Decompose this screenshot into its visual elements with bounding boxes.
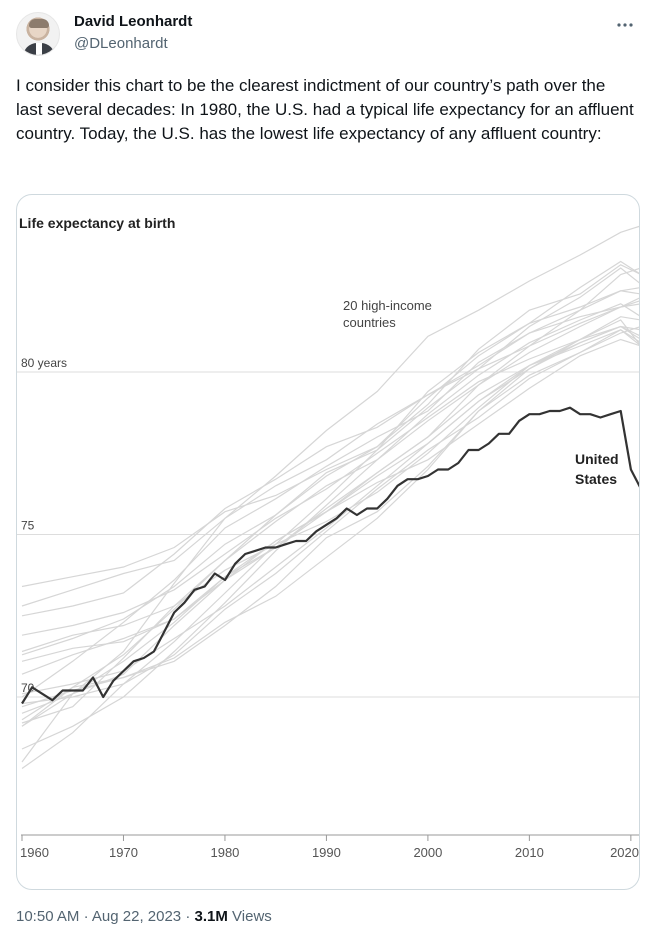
- y-tick-label: 75: [21, 519, 35, 533]
- x-tick-label: 1970: [109, 845, 138, 860]
- us-annotation-line2: States: [575, 471, 617, 487]
- x-tick-label: 1960: [20, 845, 49, 860]
- peer-country-line: [21, 316, 639, 636]
- x-tick-label: 1980: [210, 845, 239, 860]
- peer-country-line: [21, 329, 639, 727]
- peer-country-line: [21, 303, 639, 750]
- tweet-date[interactable]: Aug 22, 2023: [91, 908, 182, 925]
- peer-country-line: [21, 225, 639, 763]
- meta-separator: ·: [83, 908, 89, 925]
- peer-annotation-line1: 20 high-income: [343, 298, 432, 313]
- more-horizontal-icon[interactable]: [614, 14, 636, 36]
- peer-country-line: [21, 326, 639, 705]
- tweet-text: I consider this chart to be the clearest…: [16, 76, 634, 143]
- peer-country-line: [21, 297, 639, 607]
- peer-country-line: [21, 325, 639, 695]
- peer-country-line: [21, 260, 639, 724]
- chart-title: Life expectancy at birth: [19, 215, 175, 231]
- meta-separator: ·: [185, 908, 191, 925]
- x-tick-label: 2010: [515, 845, 544, 860]
- peer-country-line: [21, 287, 639, 617]
- peer-country-line: [21, 303, 639, 698]
- peer-country-line: [21, 319, 639, 708]
- tweet-meta: 10:50 AM · Aug 22, 2023 · 3.1M Views: [16, 908, 272, 925]
- us-annotation-line1: United: [575, 451, 619, 467]
- tweet-time[interactable]: 10:50 AM: [16, 908, 80, 925]
- peer-country-line: [21, 290, 639, 588]
- x-tick-label: 1990: [312, 845, 341, 860]
- avatar[interactable]: [16, 12, 60, 56]
- peer-annotation-line2: countries: [343, 315, 396, 330]
- peer-country-line: [21, 268, 639, 727]
- peer-country-line: [21, 329, 639, 721]
- chart-image[interactable]: Life expectancy at birth 70 75 80 years 19…: [16, 194, 640, 890]
- views-label: Views: [232, 908, 272, 925]
- y-tick-label: 80 years: [21, 356, 67, 370]
- peer-country-line: [21, 264, 639, 656]
- peer-country-line: [21, 267, 639, 769]
- peer-country-line: [21, 338, 639, 714]
- tweet-header: David Leonhardt @DLeonhardt: [16, 12, 636, 60]
- author-handle[interactable]: @DLeonhardt: [74, 35, 168, 52]
- views-count: 3.1M: [194, 908, 228, 925]
- peer-country-line: [21, 325, 639, 653]
- x-tick-label: 2020: [610, 845, 639, 860]
- us-line: [21, 406, 639, 705]
- author-display-name[interactable]: David Leonhardt: [74, 13, 193, 30]
- peer-country-line: [21, 300, 639, 675]
- x-tick-label: 2000: [413, 845, 442, 860]
